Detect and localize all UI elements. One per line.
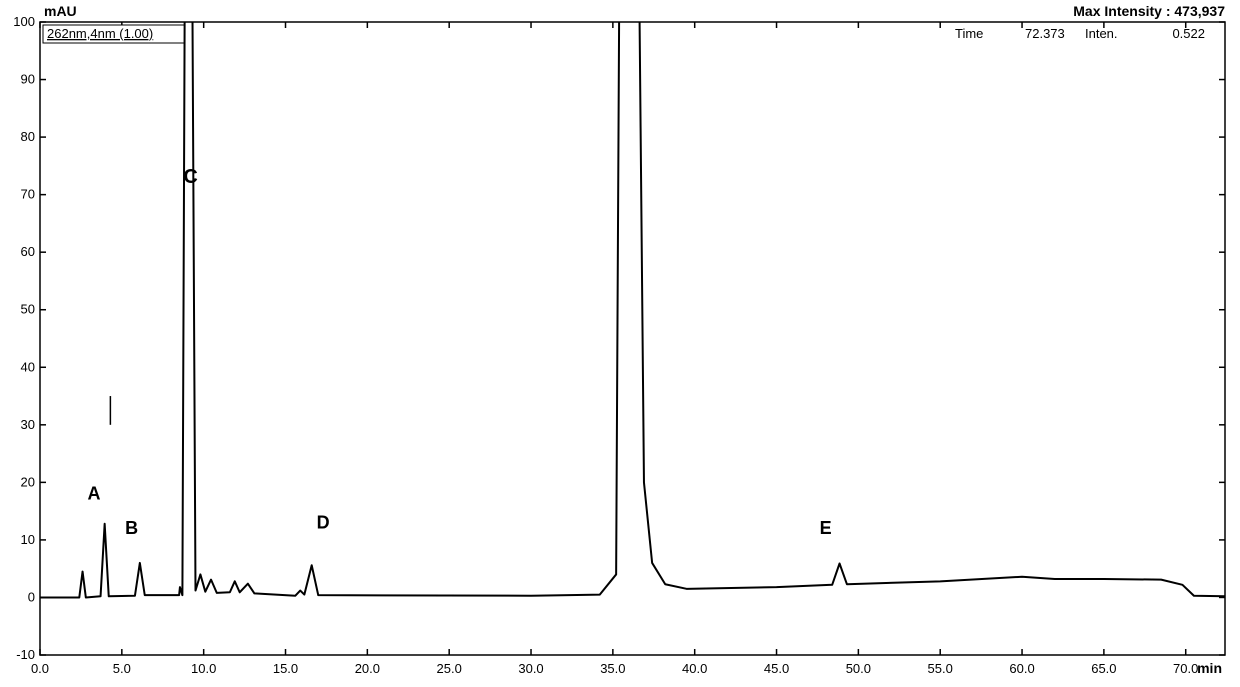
y-tick-label: 100: [13, 14, 35, 29]
x-tick-label: 35.0: [600, 661, 625, 676]
y-tick-label: 50: [21, 302, 35, 317]
y-tick-label: 60: [21, 244, 35, 259]
x-tick-label: 5.0: [113, 661, 131, 676]
readout-time-label: Time: [955, 26, 983, 41]
peak-label-e: E: [820, 518, 832, 538]
plot-bg: [0, 0, 1240, 687]
y-tick-label: 70: [21, 187, 35, 202]
peak-label-c: C: [183, 166, 197, 188]
peak-label-a: A: [88, 484, 101, 504]
x-tick-label: 20.0: [355, 661, 380, 676]
x-tick-label: 40.0: [682, 661, 707, 676]
x-tick-label: 25.0: [437, 661, 462, 676]
x-tick-label: 55.0: [928, 661, 953, 676]
x-tick-label: 45.0: [764, 661, 789, 676]
y-axis-unit: mAU: [44, 3, 77, 19]
detector-label: 262nm,4nm (1.00): [47, 26, 153, 41]
x-tick-label: 15.0: [273, 661, 298, 676]
y-tick-label: 10: [21, 532, 35, 547]
peak-label-b: B: [125, 518, 138, 538]
y-tick-label: -10: [16, 647, 35, 662]
x-tick-label: 0.0: [31, 661, 49, 676]
y-tick-label: 40: [21, 359, 35, 374]
readout-time-value: 72.373: [1025, 26, 1065, 41]
x-tick-label: 10.0: [191, 661, 216, 676]
y-tick-label: 80: [21, 129, 35, 144]
readout-inten-label: Inten.: [1085, 26, 1118, 41]
y-tick-label: 90: [21, 72, 35, 87]
peak-label-d: D: [317, 512, 330, 532]
chromatogram-chart: -10 0 10 20 30 40 50 60 70 80 90 100 0.0 5.0 10.0 15.0 2…: [0, 0, 1240, 687]
y-tick-label: 0: [28, 589, 35, 604]
x-axis-unit: min: [1197, 660, 1222, 676]
x-tick-label: 70.0: [1173, 661, 1198, 676]
x-tick-label: 60.0: [1009, 661, 1034, 676]
y-tick-label: 30: [21, 417, 35, 432]
max-intensity-label: Max Intensity : 473,937: [1073, 3, 1225, 19]
x-tick-label: 50.0: [846, 661, 871, 676]
x-tick-label: 30.0: [518, 661, 543, 676]
x-tick-label: 65.0: [1091, 661, 1116, 676]
y-tick-label: 20: [21, 474, 35, 489]
readout-inten-value: 0.522: [1172, 26, 1205, 41]
